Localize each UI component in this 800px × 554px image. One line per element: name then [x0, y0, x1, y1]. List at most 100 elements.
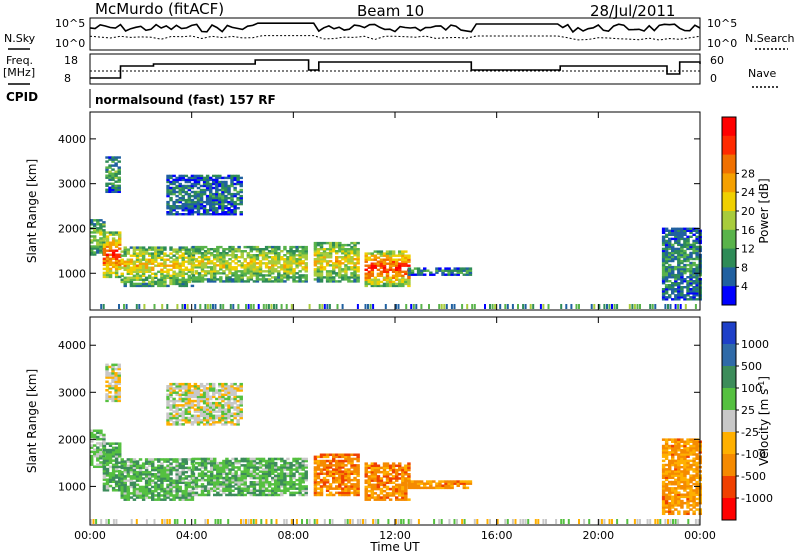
- data-cell: [138, 254, 143, 257]
- data-cell: [267, 491, 272, 495]
- data-cell: [166, 479, 170, 482]
- data-cell: [692, 288, 696, 291]
- data-cell: [261, 252, 266, 255]
- data-cell: [370, 280, 375, 284]
- data-cell: [157, 282, 161, 286]
- data-cell: [280, 266, 284, 269]
- data-cell: [203, 457, 208, 461]
- data-cell: [364, 268, 368, 272]
- data-cell: [395, 268, 399, 272]
- data-cell: [367, 479, 372, 482]
- data-cell: [194, 264, 199, 267]
- data-cell: [209, 395, 213, 399]
- data-cell: [132, 248, 137, 251]
- data-cell: [184, 192, 189, 196]
- data-cell: [132, 282, 137, 286]
- data-cell: [264, 258, 269, 261]
- data-cell: [335, 264, 339, 267]
- data-cell: [680, 495, 684, 499]
- data-cell: [199, 178, 204, 182]
- data-cell: [222, 481, 226, 484]
- data-cell: [664, 249, 669, 253]
- data-cell: [319, 481, 324, 484]
- data-cell: [172, 282, 176, 286]
- data-cell: [335, 280, 339, 283]
- data-cell: [286, 266, 290, 269]
- data-cell: [689, 480, 693, 484]
- data-cell: [216, 476, 220, 480]
- data-cell: [215, 178, 219, 182]
- data-cell: [203, 485, 208, 488]
- data-cell: [135, 282, 140, 286]
- data-cell: [187, 481, 192, 485]
- data-cell: [212, 198, 216, 202]
- data-cell: [692, 461, 696, 465]
- data-cell: [196, 186, 201, 190]
- data-cell: [114, 450, 119, 454]
- data-cell: [90, 463, 94, 466]
- data-cell: [190, 205, 195, 208]
- ground-scatter-cell: [443, 304, 446, 309]
- data-cell: [353, 493, 357, 497]
- data-cell: [93, 235, 97, 238]
- data-cell: [187, 387, 192, 390]
- data-cell: [401, 498, 405, 501]
- data-cell: [298, 252, 302, 255]
- data-cell: [289, 478, 293, 482]
- data-cell: [206, 270, 211, 273]
- data-cell: [118, 446, 122, 450]
- data-cell: [196, 385, 201, 388]
- data-cell: [102, 225, 106, 228]
- data-cell: [680, 506, 684, 509]
- data-cell: [316, 474, 321, 478]
- data-cell: [680, 294, 684, 297]
- data-cell: [178, 477, 182, 480]
- data-cell: [221, 382, 225, 386]
- data-cell: [200, 459, 205, 463]
- data-cell: [114, 170, 118, 173]
- data-cell: [141, 272, 146, 276]
- data-cell: [169, 458, 173, 461]
- data-cell: [90, 235, 94, 238]
- data-cell: [210, 464, 214, 467]
- data-cell: [191, 252, 196, 255]
- data-cell: [108, 444, 113, 448]
- data-cell: [118, 486, 122, 490]
- data-cell: [213, 266, 217, 269]
- data-cell: [410, 480, 415, 483]
- data-cell: [335, 258, 339, 261]
- data-cell: [664, 265, 669, 269]
- data-cell: [184, 198, 189, 202]
- data-cell: [283, 274, 287, 277]
- data-cell: [193, 382, 198, 386]
- data-cell: [206, 491, 211, 495]
- data-cell: [144, 492, 149, 495]
- data-cell: [319, 276, 324, 279]
- data-cell: [181, 258, 185, 261]
- data-cell: [151, 473, 155, 476]
- data-cell: [108, 448, 113, 452]
- data-cell: [689, 489, 693, 492]
- data-cell: [212, 401, 216, 405]
- data-cell: [105, 480, 110, 484]
- data-cell: [683, 286, 687, 289]
- data-cell: [370, 252, 375, 255]
- data-cell: [249, 489, 254, 493]
- data-cell: [197, 272, 202, 275]
- data-cell: [249, 266, 254, 269]
- data-cell: [683, 489, 687, 492]
- data-cell: [692, 247, 696, 251]
- data-cell: [215, 211, 219, 214]
- data-cell: [105, 243, 110, 246]
- data-cell: [304, 254, 308, 257]
- data-cell: [105, 489, 110, 492]
- data-cell: [274, 280, 278, 283]
- data-cell: [175, 473, 179, 476]
- data-cell: [683, 269, 687, 273]
- data-cell: [438, 269, 442, 272]
- data-cell: [683, 267, 687, 271]
- data-cell: [255, 276, 260, 279]
- data-cell: [224, 176, 228, 180]
- data-cell: [344, 256, 348, 259]
- data-cell: [108, 253, 113, 257]
